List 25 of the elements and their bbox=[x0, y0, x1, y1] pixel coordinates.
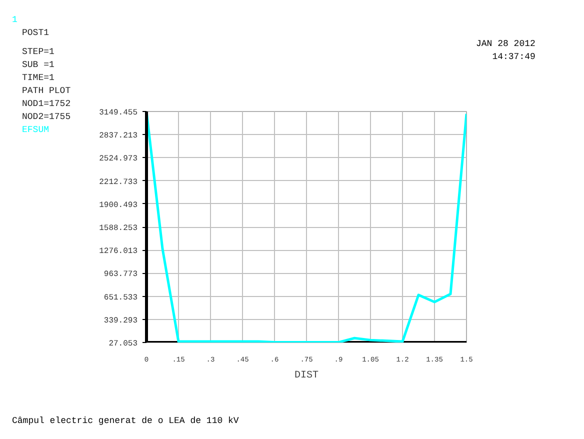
y-tick-label: 3149.455 bbox=[99, 108, 138, 118]
text: POST1 bbox=[21, 27, 50, 40]
y-tick-label: 651.533 bbox=[104, 293, 138, 302]
text: TIME=1 bbox=[21, 72, 56, 85]
text: STEP=1 bbox=[21, 46, 56, 59]
text: SUB =1 bbox=[21, 59, 56, 72]
text: 14:37:49 bbox=[491, 51, 536, 64]
text: NOD2=1755 bbox=[21, 111, 71, 124]
y-tick-label: 2524.973 bbox=[99, 154, 138, 164]
line-series bbox=[146, 112, 466, 342]
x-axis-title: DIST bbox=[294, 370, 319, 382]
y-tick-label: 1588.253 bbox=[99, 224, 138, 233]
y-tick-label: 339.293 bbox=[104, 316, 138, 326]
y-tick-label: 2212.733 bbox=[99, 178, 138, 187]
y-tick-label: 963.773 bbox=[104, 270, 138, 280]
y-tick-label: 1900.493 bbox=[99, 200, 138, 210]
text: NOD1=1752 bbox=[21, 98, 71, 111]
text: PATH PLOT bbox=[21, 85, 71, 98]
text: 1 bbox=[12, 14, 18, 27]
y-tick-label: 27.053 bbox=[108, 340, 138, 348]
text: Câmpul electric generat de o LEA de 110 kV bbox=[12, 415, 239, 428]
text: EFSUM bbox=[21, 124, 50, 137]
y-tick-label: 2837.213 bbox=[99, 132, 138, 141]
text: JAN 28 2012 bbox=[476, 38, 536, 51]
y-tick-label: 1276.013 bbox=[99, 247, 138, 256]
